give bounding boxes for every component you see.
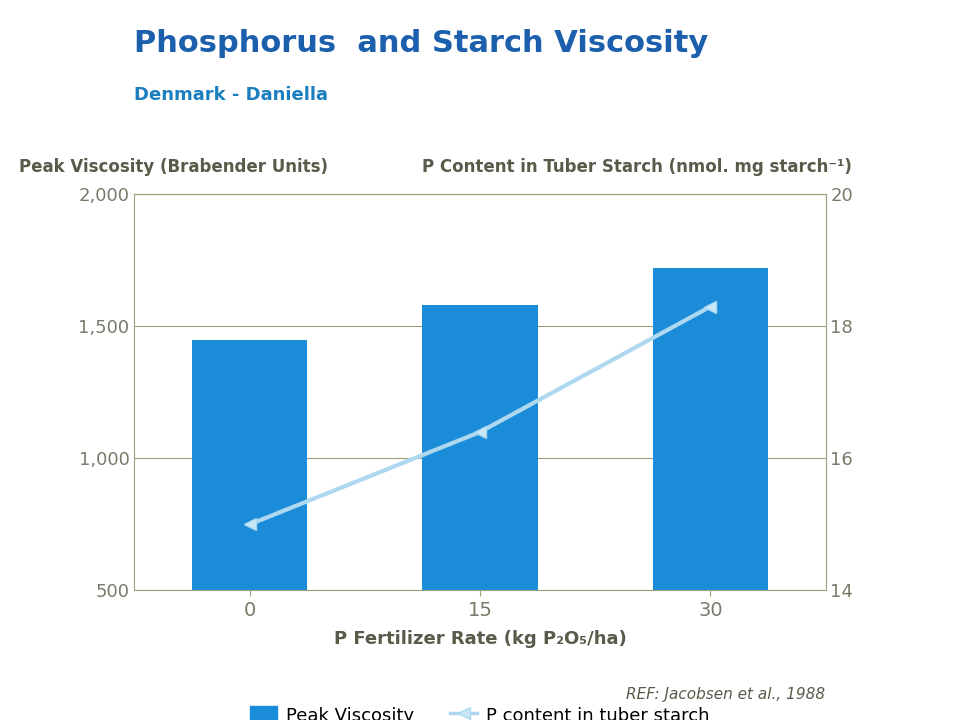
Text: P Fertilizer Rate (kg P₂O₅/ha): P Fertilizer Rate (kg P₂O₅/ha)	[334, 630, 626, 648]
Bar	[653, 269, 768, 720]
Text: P Content in Tuber Starch (nmol. mg starch⁻¹): P Content in Tuber Starch (nmol. mg star…	[422, 158, 852, 176]
Text: Peak Viscosity (Brabender Units): Peak Viscosity (Brabender Units)	[19, 158, 328, 176]
Text: Denmark - Daniella: Denmark - Daniella	[134, 86, 328, 104]
Legend: Peak Viscosity, P content in tuber starch: Peak Viscosity, P content in tuber starc…	[243, 699, 717, 720]
Text: REF: Jacobsen et al., 1988: REF: Jacobsen et al., 1988	[627, 687, 826, 702]
Bar	[422, 305, 538, 720]
Bar	[192, 340, 307, 720]
Text: Phosphorus  and Starch Viscosity: Phosphorus and Starch Viscosity	[134, 29, 708, 58]
